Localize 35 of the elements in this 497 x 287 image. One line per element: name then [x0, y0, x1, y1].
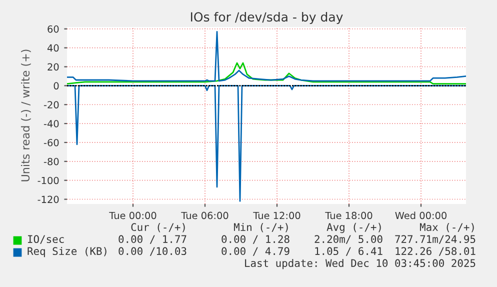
- text: Avg (-/+): [326, 222, 381, 234]
- text: Min (-/+): [234, 222, 288, 232]
- text: 1.05 / 6.41: [315, 247, 382, 256]
- y-axis-title: Units read (-) / write (+): [20, 50, 31, 182]
- chart-title: IOs for /dev/sda - by day: [190, 12, 343, 24]
- text: 0.00 /10.03: [118, 247, 186, 256]
- line-series: [67, 84, 466, 202]
- text: 727.71m/24.95: [395, 235, 476, 244]
- y-tick-label: -20: [44, 101, 59, 108]
- text: Cur (-/+): [131, 223, 185, 232]
- y-tick-label: -40: [44, 120, 59, 128]
- text: Max (-/+): [420, 223, 474, 232]
- y-tick-label: -80: [44, 158, 59, 166]
- y-tick-label: 60: [48, 25, 59, 33]
- x-tick-label: Wed 00:00: [395, 212, 447, 220]
- x-tick-label: Tue 06:00: [181, 212, 228, 220]
- y-tick-label: -60: [44, 138, 59, 146]
- y-tick-label: -120: [38, 196, 59, 204]
- line-series: [67, 31, 466, 82]
- line-series: [67, 62, 466, 84]
- y-tick-label: 20: [48, 63, 59, 71]
- text: 0.00 / 4.79: [222, 247, 290, 256]
- x-tick-label: Tue 18:00: [325, 212, 372, 220]
- text: 2.20m/ 5.00: [314, 235, 382, 244]
- x-tick-label: Tue 00:00: [109, 212, 156, 220]
- legend-label: IO/sec: [28, 235, 64, 244]
- text: 0.00 / 1.28: [222, 235, 290, 244]
- y-tick-label: -100: [38, 176, 59, 184]
- legend-label: Req Size (KB): [28, 246, 106, 258]
- y-tick-label: 0: [54, 82, 59, 90]
- text: 0.00 / 1.77: [118, 235, 186, 244]
- text: Last update: Wed Dec 10 03:45:00 2025: [245, 258, 476, 270]
- x-tick-label: Tue 12:00: [253, 212, 300, 220]
- text: 122.26 /58.01: [396, 247, 476, 256]
- y-tick-label: 40: [47, 44, 59, 52]
